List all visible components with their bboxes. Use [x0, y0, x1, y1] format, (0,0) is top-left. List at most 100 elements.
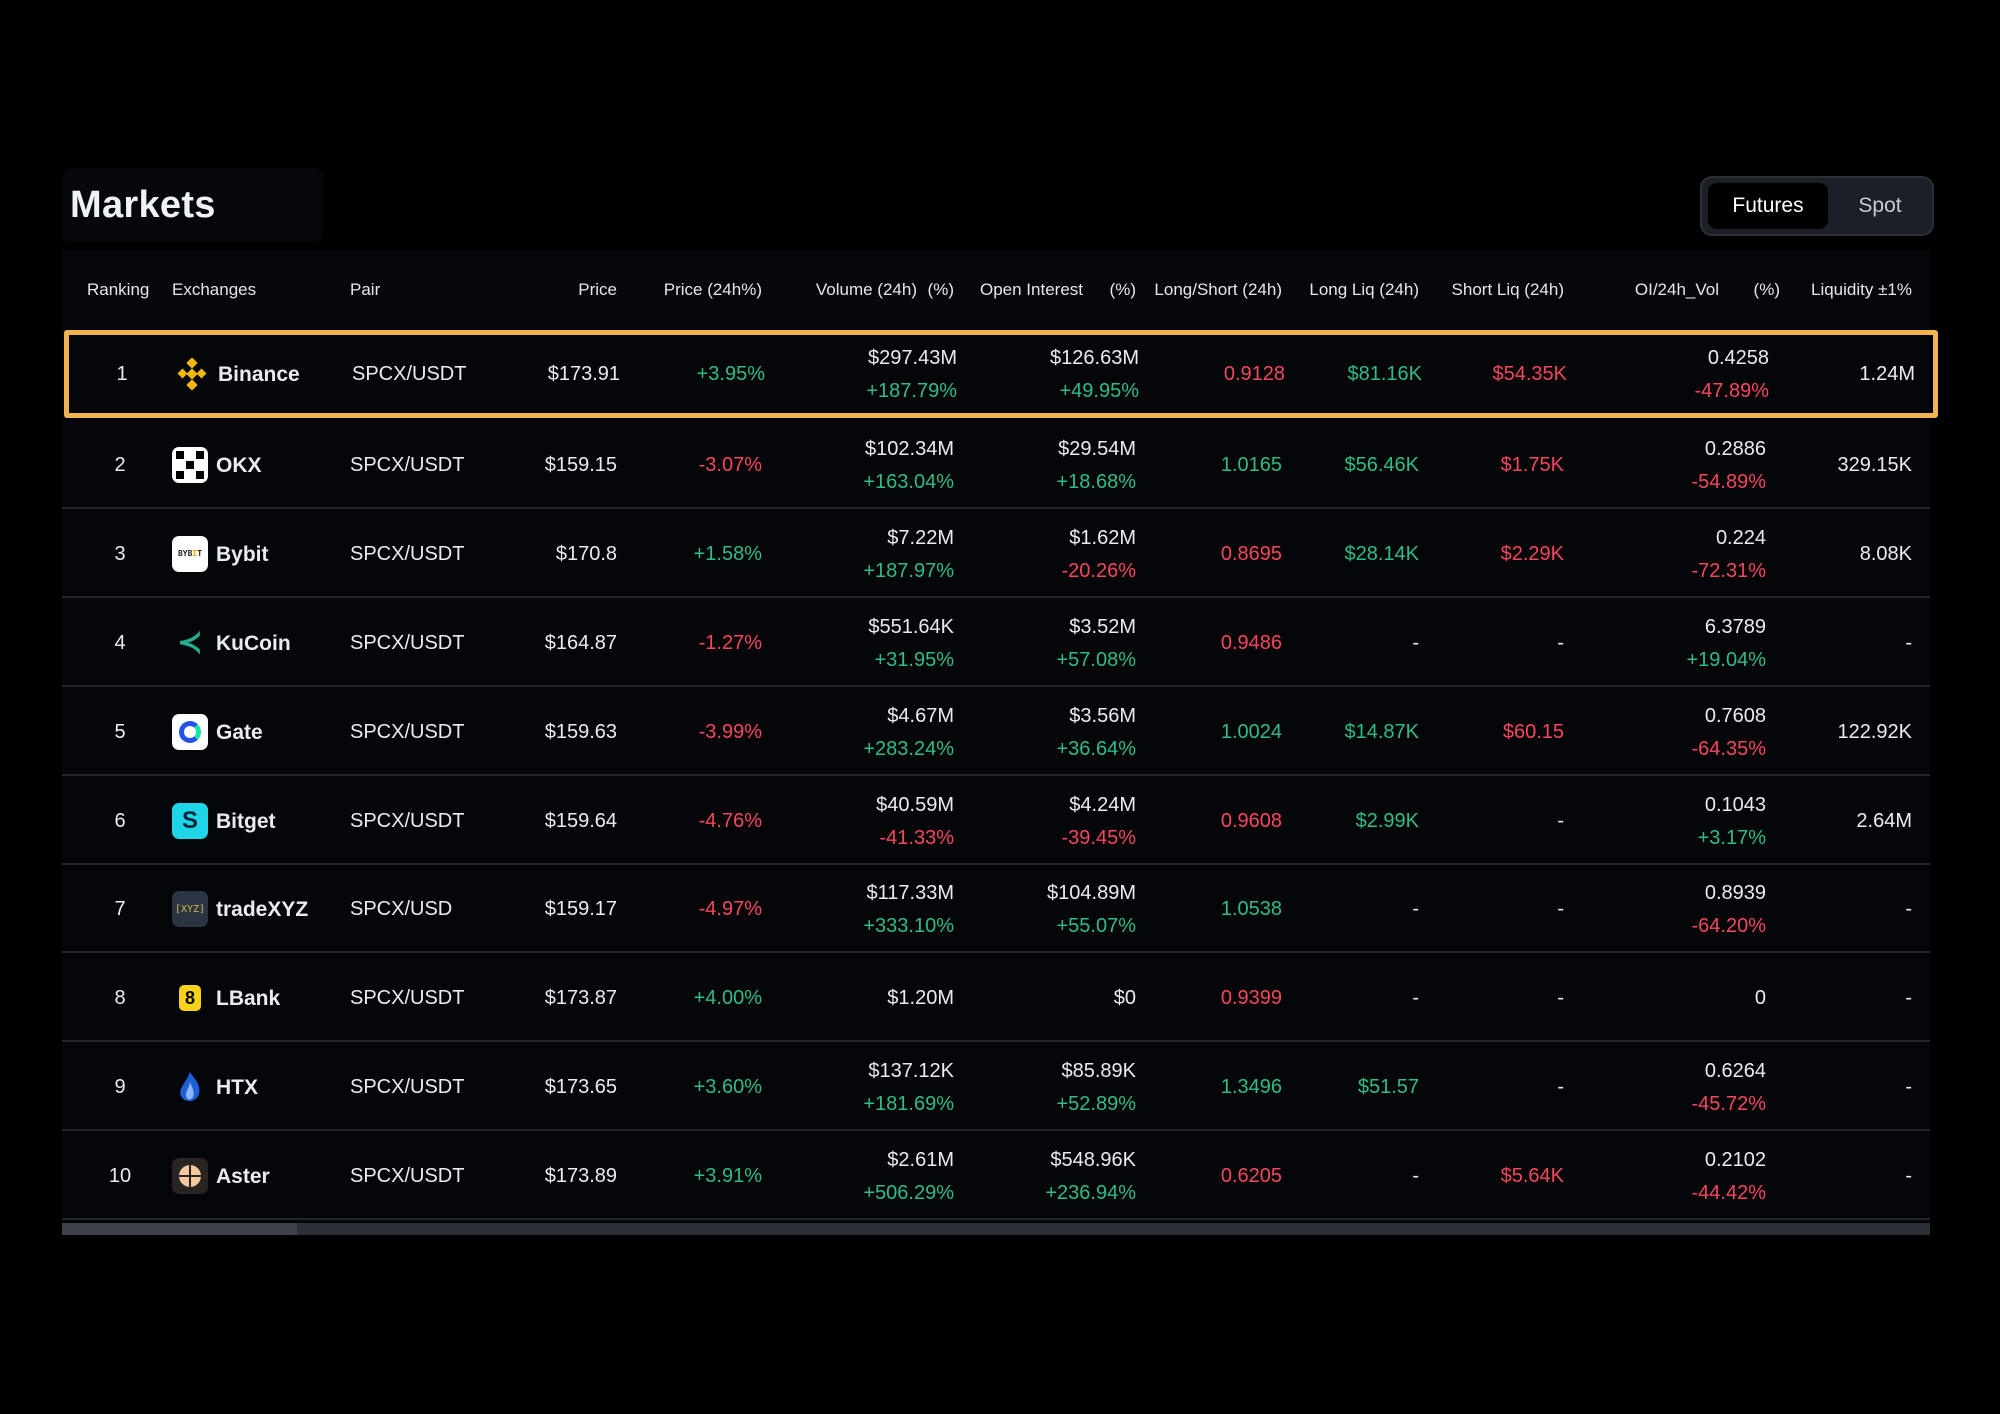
long-liq-cell: $56.46K	[1344, 453, 1419, 476]
header-ranking[interactable]: Ranking	[87, 280, 150, 299]
oi-vol-cell: 0.2102	[1704, 1149, 1766, 1172]
short-liq-cell: -	[1557, 898, 1564, 921]
table-row[interactable]: 7 [XYZ] tradeXYZ SPCX/USD $159.17 -4.97% $117.…	[62, 865, 1930, 954]
rank-cell: 5	[114, 720, 126, 743]
long-liq-cell: $14.87K	[1344, 720, 1419, 743]
oi-vol-change-cell: +19.04%	[1686, 648, 1766, 671]
price-change-cell: -4.76%	[698, 809, 762, 832]
oi-vol-change-cell: -44.42%	[1691, 1182, 1767, 1205]
liquidity-cell: 122.92K	[1837, 720, 1912, 743]
long-short-cell: 0.8695	[1220, 542, 1282, 565]
table-row[interactable]: 4 ≺ KuCoin SPCX/USDT $164.87 -1.27% $551.64K +3…	[62, 599, 1930, 687]
header-short-liq[interactable]: Short Liq (24h)	[1451, 280, 1564, 299]
short-liq-cell: $2.29K	[1500, 542, 1564, 565]
oi-vol-change-cell: -54.89%	[1691, 470, 1767, 493]
oi-vol-cell: 0.1043	[1704, 793, 1766, 816]
oi-vol-change-cell: -64.20%	[1691, 915, 1767, 938]
oi-vol-change-cell: +3.17%	[1697, 826, 1766, 849]
volume-cell: $7.22M	[887, 526, 954, 549]
exchange-name: HTX	[216, 1076, 258, 1100]
price-change-cell: +3.91%	[693, 1165, 762, 1188]
short-liq-cell: $60.15	[1502, 720, 1564, 743]
markets-table: Ranking Exchanges Pair Price Price (24h%…	[62, 250, 1938, 1235]
scrollbar-thumb[interactable]	[62, 1223, 297, 1235]
long-short-cell: 1.3496	[1220, 1076, 1282, 1099]
oi-change-cell: +57.08%	[1056, 648, 1136, 671]
price-cell: $164.87	[544, 631, 617, 654]
header-price-change[interactable]: Price (24h%)	[663, 280, 762, 299]
volume-change-cell: +187.79%	[866, 380, 957, 402]
long-liq-cell: -	[1412, 631, 1419, 654]
table-row[interactable]: 10 Aster SPCX/USDT $173.89 +3.91% $2.61M +506.…	[62, 1132, 1930, 1221]
rank-cell: 1	[116, 363, 128, 385]
price-change-cell: +3.60%	[693, 1076, 762, 1099]
header-liquidity[interactable]: Liquidity ±1%	[1811, 280, 1912, 299]
header-long-liq[interactable]: Long Liq (24h)	[1309, 280, 1419, 299]
exchange-name: Gate	[216, 720, 263, 744]
header-volume[interactable]: Volume (24h)	[815, 280, 917, 299]
header-oi-pct[interactable]: (%)	[1109, 280, 1136, 299]
header-pair[interactable]: Pair	[350, 280, 381, 299]
liquidity-cell: 329.15K	[1837, 453, 1912, 476]
table-row[interactable]: 3 BYB I T Bybit SPCX/USDT $170.8 +1.58% $7.22M +1…	[62, 510, 1930, 598]
liquidity-cell: -	[1905, 898, 1912, 921]
header-exchanges[interactable]: Exchanges	[172, 280, 257, 299]
liquidity-cell: 8.08K	[1859, 542, 1912, 565]
open-interest-cell: $3.52M	[1069, 615, 1136, 638]
volume-change-cell: +187.97%	[863, 559, 954, 582]
volume-change-cell: +506.29%	[863, 1182, 954, 1205]
oi-vol-cell: 0.8939	[1704, 882, 1766, 905]
header-price[interactable]: Price	[578, 280, 617, 299]
header-oi-vol-pct[interactable]: (%)	[1753, 280, 1780, 299]
volume-cell: $1.20M	[887, 987, 954, 1010]
header-volume-pct[interactable]: (%)	[927, 280, 954, 299]
long-short-cell: 1.0538	[1220, 898, 1282, 921]
kucoin-icon: ≺	[177, 626, 203, 660]
tradexyz-icon: [XYZ]	[172, 891, 208, 928]
header-long-short[interactable]: Long/Short (24h)	[1154, 280, 1282, 299]
volume-change-cell: +333.10%	[863, 915, 954, 938]
pair-cell: SPCX/USDT	[352, 363, 467, 385]
pair-cell: SPCX/USDT	[350, 453, 465, 476]
table-row[interactable]: 6 S Bitget SPCX/USDT $159.64 -4.76% $40.59M -41…	[62, 777, 1930, 865]
exchange-name: Aster	[216, 1165, 270, 1189]
open-interest-cell: $126.63M	[1050, 347, 1139, 369]
table-row[interactable]: 8 8 LBank SPCX/USDT $173.87 +4.00% $1.20M $0 0.9…	[62, 954, 1930, 1043]
header-oi-vol[interactable]: OI/24h_Vol	[1634, 280, 1719, 299]
liquidity-cell: -	[1905, 1165, 1912, 1188]
pair-cell: SPCX/USDT	[350, 1076, 465, 1099]
rank-cell: 6	[114, 809, 126, 832]
exchange-name: Binance	[218, 363, 300, 386]
price-cell: $173.65	[544, 1076, 617, 1099]
oi-change-cell: -39.45%	[1061, 826, 1137, 849]
table-row[interactable]: 9 HTX SPCX/USDT $173.65 +3.60% $137.12K +181.6…	[62, 1043, 1930, 1132]
rank-cell: 4	[114, 631, 126, 654]
volume-cell: $102.34M	[865, 437, 954, 460]
oi-change-cell: +52.89%	[1056, 1093, 1136, 1116]
long-short-cell: 0.9128	[1223, 363, 1285, 385]
aster-icon	[172, 1158, 208, 1195]
price-change-cell: -3.07%	[698, 453, 762, 476]
oi-change-cell: +55.07%	[1056, 915, 1136, 938]
liquidity-cell: 1.24M	[1859, 363, 1915, 385]
long-short-cell: 0.6205	[1220, 1165, 1282, 1188]
header-open-interest[interactable]: Open Interest	[980, 280, 1084, 299]
table-row[interactable]: 1 Binance SPCX/USDT $173.91 +3.95% $297.43M +1…	[64, 330, 1938, 418]
horizontal-scrollbar[interactable]	[62, 1223, 1930, 1235]
spot-tab[interactable]: Spot	[1858, 194, 1902, 217]
long-liq-cell: -	[1412, 987, 1419, 1010]
market-type-toggle[interactable]: Futures Spot	[1700, 176, 1934, 236]
oi-change-cell: +49.95%	[1059, 380, 1139, 402]
exchange-name: Bybit	[216, 542, 269, 566]
oi-vol-cell: 0	[1754, 987, 1766, 1010]
open-interest-cell: $104.89M	[1047, 882, 1136, 905]
volume-cell: $297.43M	[868, 347, 957, 369]
table-header: Ranking Exchanges Pair Price Price (24h%…	[62, 250, 1930, 332]
open-interest-cell: $3.56M	[1069, 704, 1136, 727]
futures-tab[interactable]: Futures	[1708, 183, 1828, 229]
volume-change-cell: +163.04%	[863, 470, 954, 493]
table-row[interactable]: 2 OKX SPCX/USDT $159.15 -3.07% $102.34M +163.0…	[62, 421, 1930, 509]
liquidity-cell: -	[1905, 631, 1912, 654]
price-cell: $159.15	[544, 453, 617, 476]
table-row[interactable]: 5 Gate SPCX/USDT $159.63 -3.99% $4.67M +283.24…	[62, 688, 1930, 776]
